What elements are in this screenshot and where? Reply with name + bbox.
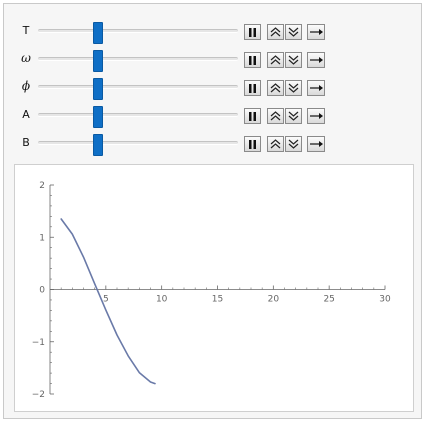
arrow-right-icon (309, 141, 323, 147)
slider-thumb-t[interactable] (93, 22, 103, 44)
pause-button-b[interactable] (244, 136, 261, 152)
slider-track-phi[interactable] (38, 85, 238, 89)
pause-button-omega[interactable] (244, 52, 261, 68)
slider-thumb-b[interactable] (93, 134, 103, 156)
direction-button-a[interactable] (307, 108, 325, 124)
pause-button-t[interactable] (244, 24, 261, 40)
manipulate-panel: T ω ϕ A (3, 3, 422, 419)
double-chevron-down-icon (288, 139, 299, 149)
slider-thumb-a[interactable] (93, 106, 103, 128)
pause-icon (249, 111, 256, 121)
slider-track-omega[interactable] (38, 57, 238, 61)
x-tick-label: 25 (323, 295, 334, 305)
control-label-t: T (22, 24, 30, 37)
control-row-phi: ϕ (4, 76, 423, 100)
control-label-a: A (22, 108, 30, 121)
x-tick-label: 30 (379, 295, 391, 305)
y-tick-label: 2 (39, 181, 45, 191)
control-label-b: B (22, 136, 30, 149)
y-tick-label: −2 (32, 390, 45, 400)
arrow-right-icon (309, 57, 323, 63)
direction-button-b[interactable] (307, 136, 325, 152)
direction-button-phi[interactable] (307, 80, 325, 96)
pause-icon (249, 139, 256, 149)
x-tick-label: 5 (103, 295, 109, 305)
pause-icon (249, 83, 256, 93)
control-row-a: A (4, 104, 423, 128)
y-tick-label: −1 (32, 338, 45, 348)
slider-track-b[interactable] (38, 141, 238, 145)
slower-button-phi[interactable] (285, 80, 302, 96)
slower-button-t[interactable] (285, 24, 302, 40)
faster-button-b[interactable] (267, 136, 284, 152)
x-tick-label: 10 (156, 295, 168, 305)
pause-icon (249, 27, 256, 37)
controls-area: T ω ϕ A (4, 4, 423, 164)
faster-button-a[interactable] (267, 108, 284, 124)
control-row-b: B (4, 132, 423, 156)
control-label-phi: ϕ (21, 79, 31, 93)
control-label-omega: ω (21, 51, 31, 65)
direction-button-t[interactable] (307, 24, 325, 40)
double-chevron-up-icon (270, 27, 281, 37)
pause-button-a[interactable] (244, 108, 261, 124)
double-chevron-down-icon (288, 27, 299, 37)
series-line (60, 218, 156, 385)
pause-icon (249, 55, 256, 65)
arrow-right-icon (309, 113, 323, 119)
slower-button-omega[interactable] (285, 52, 302, 68)
double-chevron-down-icon (288, 111, 299, 121)
faster-button-phi[interactable] (267, 80, 284, 96)
double-chevron-up-icon (270, 83, 281, 93)
control-row-omega: ω (4, 48, 423, 72)
slider-thumb-omega[interactable] (93, 50, 103, 72)
slider-track-t[interactable] (38, 29, 238, 33)
slower-button-b[interactable] (285, 136, 302, 152)
pause-button-phi[interactable] (244, 80, 261, 96)
double-chevron-up-icon (270, 55, 281, 65)
y-tick-label: 0 (39, 286, 45, 296)
double-chevron-down-icon (288, 83, 299, 93)
slider-track-a[interactable] (38, 113, 238, 117)
faster-button-omega[interactable] (267, 52, 284, 68)
arrow-right-icon (309, 85, 323, 91)
double-chevron-up-icon (270, 139, 281, 149)
control-row-t: T (4, 20, 423, 44)
x-tick-label: 15 (212, 295, 223, 305)
direction-button-omega[interactable] (307, 52, 325, 68)
slider-thumb-phi[interactable] (93, 78, 103, 100)
x-tick-label: 20 (268, 295, 280, 305)
double-chevron-down-icon (288, 55, 299, 65)
double-chevron-up-icon (270, 111, 281, 121)
plot-frame: 5 10 15 20 25 30 2 1 0 −1 −2 (14, 164, 414, 412)
slower-button-a[interactable] (285, 108, 302, 124)
y-tick-label: 1 (39, 233, 45, 243)
faster-button-t[interactable] (267, 24, 284, 40)
arrow-right-icon (309, 29, 323, 35)
